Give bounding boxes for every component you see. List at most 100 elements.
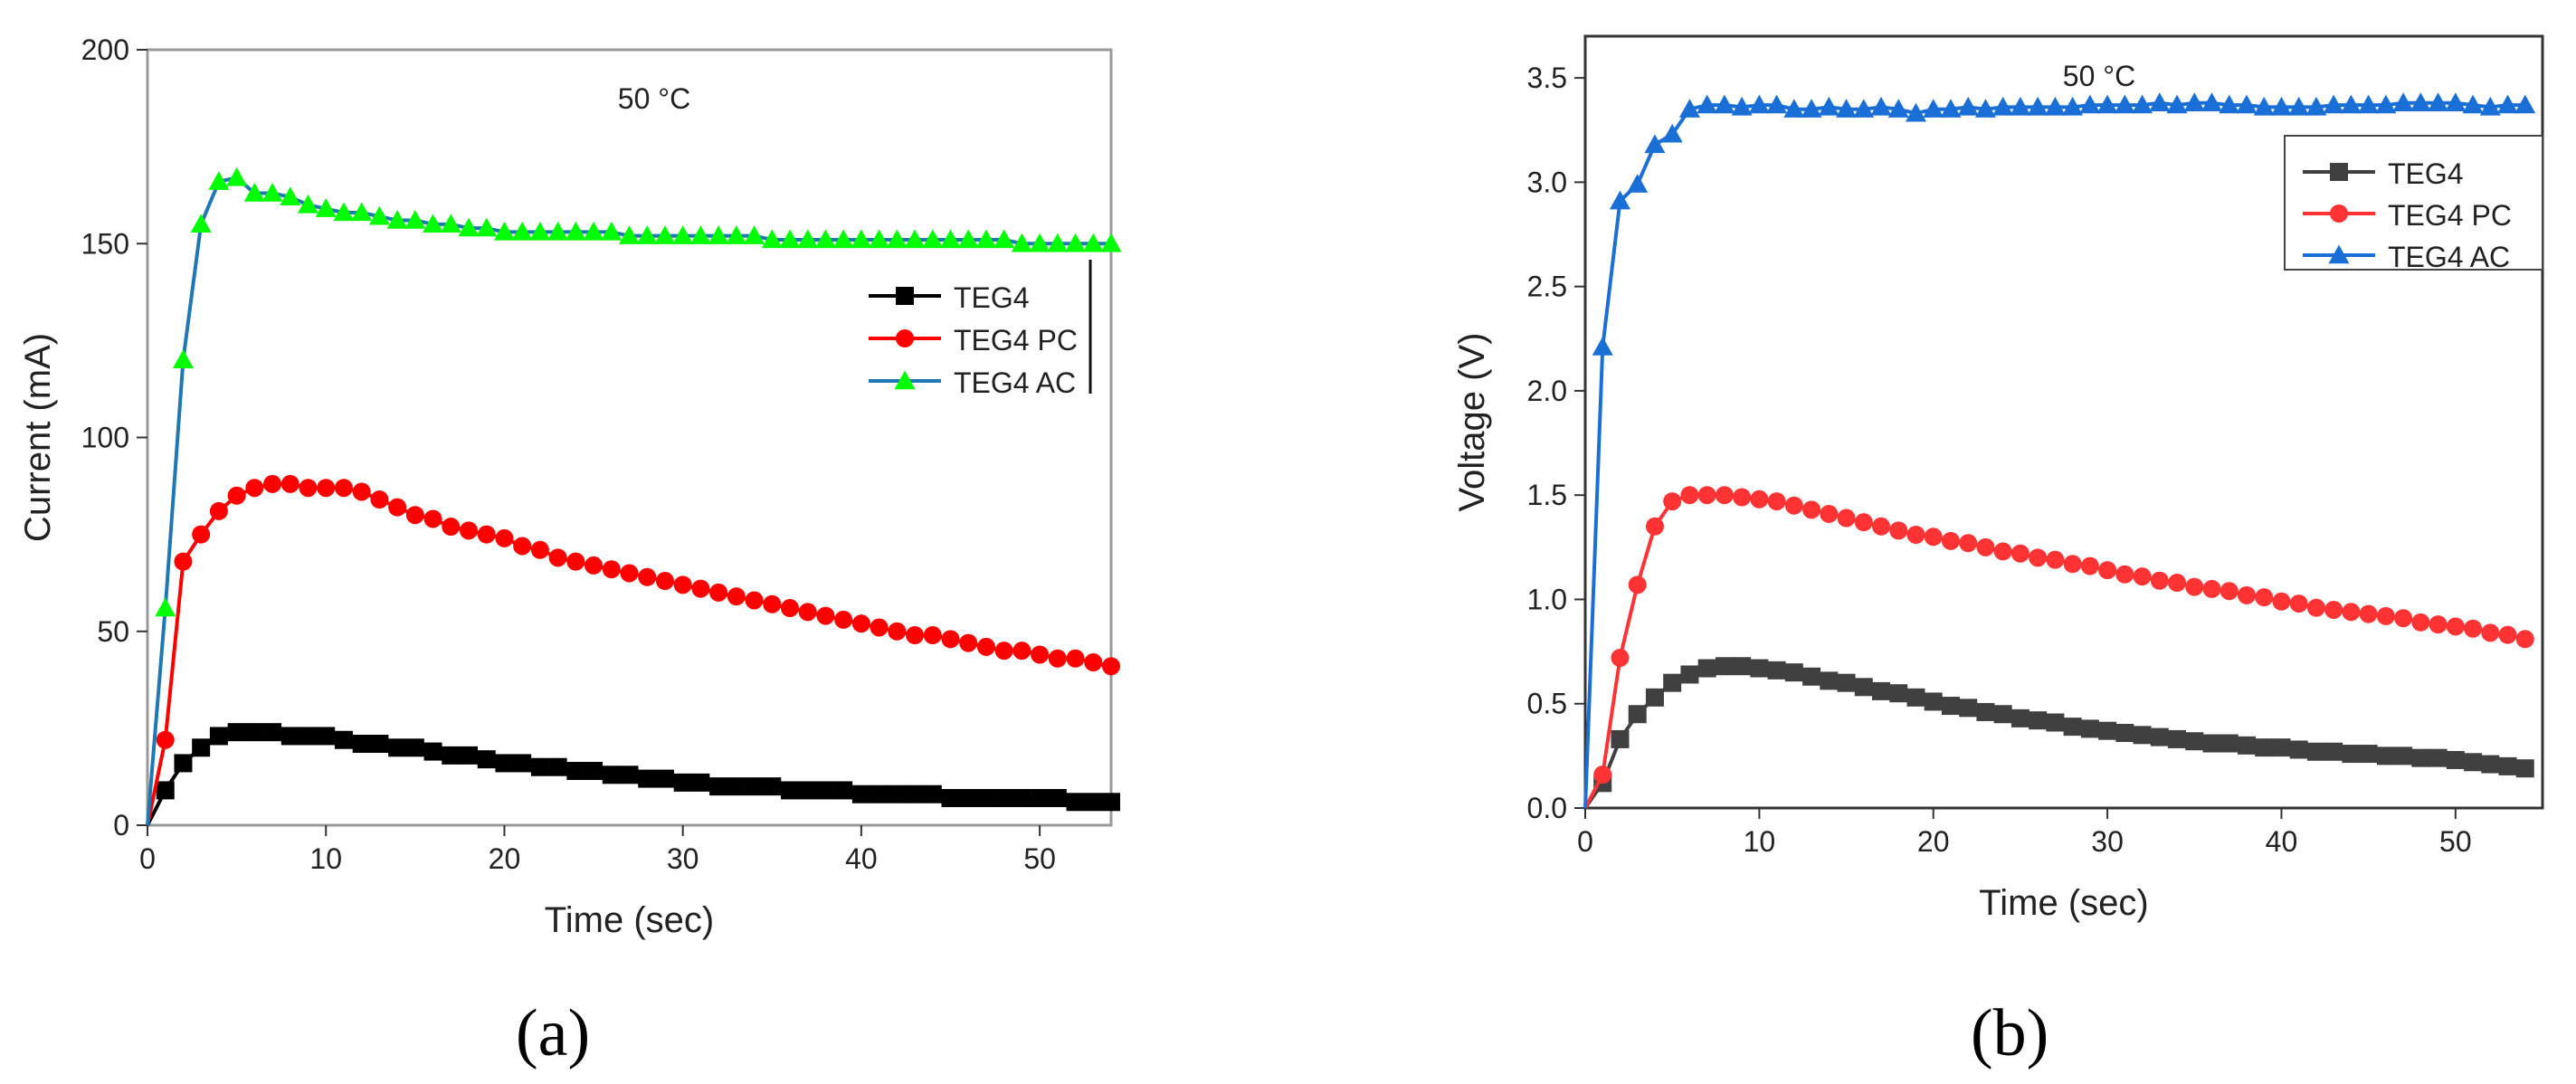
data-point (585, 762, 604, 781)
data-point (2498, 625, 2517, 644)
data-point (922, 229, 944, 249)
x-tick-label: 10 (1744, 825, 1776, 858)
data-point (1048, 649, 1067, 668)
data-point (870, 784, 889, 803)
legend: TEG4 TEG4 PC TEG4 AC (2284, 135, 2543, 273)
data-point (976, 637, 995, 656)
legend-label: TEG4 (954, 281, 1030, 314)
data-point (779, 229, 801, 249)
legend: TEG4 TEG4 PC TEG4 AC (869, 260, 1092, 399)
y-tick-label: 0.0 (1527, 792, 1567, 824)
data-point (2376, 746, 2395, 765)
data-point (226, 166, 248, 186)
data-point (243, 183, 265, 202)
data-point (2063, 718, 2082, 737)
data-point (832, 229, 854, 249)
data-point (442, 746, 461, 765)
series-teg4-pc (1583, 486, 2534, 809)
data-point (959, 789, 978, 808)
x-axis-label: Time (sec) (545, 900, 714, 940)
data-point (2515, 759, 2534, 778)
data-point (280, 727, 299, 746)
data-point (2358, 94, 2380, 114)
data-point (923, 784, 942, 803)
data-point (2289, 594, 2308, 613)
data-point (1678, 99, 1700, 118)
x-tick-label: 20 (1917, 825, 1950, 858)
data-point (405, 506, 424, 525)
data-point (2375, 94, 2397, 114)
data-point (495, 754, 514, 773)
data-point (2168, 574, 2187, 593)
data-point (1628, 575, 1647, 594)
data-point (1872, 681, 1891, 700)
data-point (245, 479, 264, 498)
data-point (834, 781, 853, 800)
data-point (2098, 561, 2117, 580)
data-point (1974, 99, 1996, 118)
data-point (2115, 724, 2134, 743)
data-point (2498, 756, 2517, 775)
y-tick-label: 3.0 (1527, 166, 1567, 198)
data-point (2289, 740, 2308, 759)
y-tick-label: 2.0 (1527, 375, 1567, 407)
data-point (2479, 96, 2501, 116)
panel-label-a: (a) (516, 996, 591, 1070)
data-point (190, 214, 212, 233)
y-tick-label: 0 (113, 809, 129, 842)
data-point (602, 560, 621, 579)
data-point (727, 777, 746, 796)
x-tick-label: 10 (309, 842, 342, 875)
y-tick-label: 1.0 (1527, 583, 1567, 615)
data-point (726, 225, 747, 244)
data-point (1993, 705, 2012, 724)
data-point (1802, 500, 1821, 519)
legend-marker (896, 329, 914, 347)
data-point (2481, 755, 2500, 774)
data-point (1801, 99, 1822, 118)
data-point (904, 229, 926, 249)
data-point (2411, 748, 2430, 767)
data-point (2392, 92, 2414, 111)
data-point (2342, 745, 2361, 764)
data-point (906, 784, 925, 803)
data-point (1872, 517, 1891, 536)
data-point (620, 765, 639, 784)
data-point (2324, 742, 2343, 761)
data-point (1959, 534, 1978, 553)
data-point (1767, 661, 1786, 680)
data-point (2010, 544, 2029, 563)
data-point (585, 556, 604, 575)
data-point (941, 630, 960, 649)
data-point (368, 205, 390, 225)
y-tick-label: 50 (97, 615, 129, 648)
legend-box (2284, 135, 2543, 271)
data-point (2185, 577, 2204, 596)
data-point (2114, 94, 2135, 114)
data-point (975, 229, 997, 249)
x-tick-label: 0 (139, 842, 156, 875)
data-point (2133, 567, 2152, 586)
data-point (440, 214, 461, 233)
data-point (906, 626, 925, 645)
data-point (1820, 671, 1839, 690)
data-point (2428, 92, 2449, 111)
data-point (2010, 708, 2029, 727)
data-point (727, 587, 746, 606)
data-point (566, 552, 585, 571)
data-point (2029, 548, 2048, 567)
data-point (2464, 619, 2483, 638)
data-point (870, 618, 889, 637)
data-point (1645, 688, 1664, 707)
data-point (476, 217, 498, 237)
data-point (976, 789, 995, 808)
data-point (888, 622, 907, 641)
data-point (2166, 94, 2188, 114)
data-point (923, 626, 942, 645)
data-point (583, 221, 604, 241)
data-point (370, 735, 389, 754)
data-point (511, 221, 533, 241)
legend-label: TEG4 AC (2388, 241, 2510, 273)
data-point (1102, 657, 1120, 676)
data-point (1906, 525, 1925, 544)
